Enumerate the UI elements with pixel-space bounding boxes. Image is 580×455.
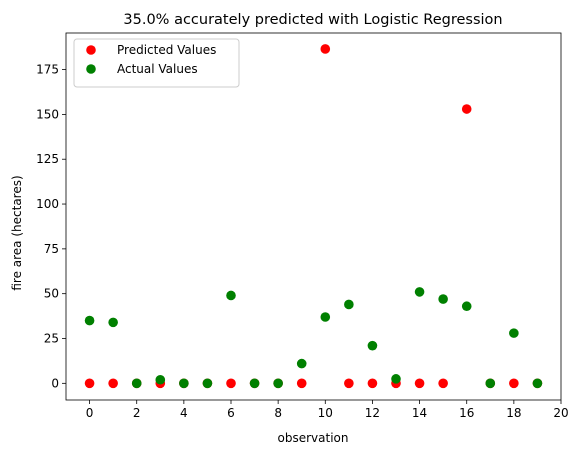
y-tick-label: 25: [44, 332, 59, 346]
actual-values-point: [438, 294, 448, 304]
x-tick-label: 12: [365, 406, 380, 420]
y-axis-title: fire area (hectares): [10, 175, 24, 290]
predicted-values-point: [320, 44, 331, 54]
predicted-values-point: [108, 378, 118, 389]
actual-values-point: [532, 378, 543, 389]
predicted-values-point: [344, 378, 354, 389]
actual-values-point: [485, 378, 496, 389]
actual-values-point: [509, 328, 519, 338]
x-tick-label: 18: [506, 406, 521, 420]
x-tick-label: 8: [274, 406, 282, 420]
legend-marker: [86, 64, 96, 74]
actual-values-point: [226, 290, 236, 301]
legend-box: [73, 38, 240, 88]
x-tick-label: 2: [133, 406, 141, 420]
y-tick-label: 50: [44, 287, 59, 301]
actual-values-point: [155, 374, 166, 385]
actual-values-point: [344, 299, 354, 310]
predicted-values-point: [509, 378, 519, 389]
actual-values-point: [367, 340, 378, 351]
actual-values-point: [296, 358, 307, 369]
predicted-values-point: [461, 104, 472, 114]
x-tick-label: 16: [459, 406, 474, 420]
actual-values-point: [108, 317, 118, 328]
x-tick-label: 10: [318, 406, 333, 420]
x-axis-title: observation: [278, 431, 349, 445]
actual-values-point: [461, 301, 472, 312]
legend-label: Actual Values: [117, 62, 198, 76]
axes-frame: [65, 32, 562, 401]
actual-values-point: [414, 287, 425, 297]
x-tick-label: 4: [180, 406, 188, 420]
actual-values-point: [179, 378, 189, 389]
x-tick-label: 0: [86, 406, 94, 420]
legend-label: Predicted Values: [117, 43, 216, 57]
predicted-values-point: [414, 378, 425, 389]
y-tick-label: 100: [36, 197, 59, 211]
y-tick-label: 0: [51, 376, 59, 390]
y-tick-label: 150: [36, 107, 59, 121]
y-tick-label: 125: [36, 152, 59, 166]
y-tick-label: 75: [44, 242, 59, 256]
actual-values-point: [249, 378, 260, 389]
x-tick-label: 6: [227, 406, 235, 420]
x-tick-label: 14: [412, 406, 427, 420]
predicted-values-point: [84, 378, 95, 389]
actual-values-point: [273, 378, 283, 389]
chart-title: 35.0% accurately predicted with Logistic…: [123, 12, 502, 28]
predicted-values-point: [438, 378, 448, 389]
actual-values-point: [320, 312, 331, 322]
predicted-values-point: [226, 378, 236, 389]
predicted-values-point: [296, 378, 307, 389]
actual-values-point: [391, 374, 401, 384]
predicted-values-point: [367, 378, 378, 389]
y-tick-label: 175: [36, 63, 59, 77]
actual-values-point: [84, 315, 95, 326]
legend-marker: [86, 45, 96, 55]
actual-values-point: [202, 378, 213, 389]
x-tick-label: 20: [553, 406, 568, 420]
actual-values-point: [131, 378, 142, 389]
plot-area: 0 2 4 6 8 10 12 14 16 18 20 0 25 50 75 100 125 150 175 Pred…: [36, 32, 569, 420]
